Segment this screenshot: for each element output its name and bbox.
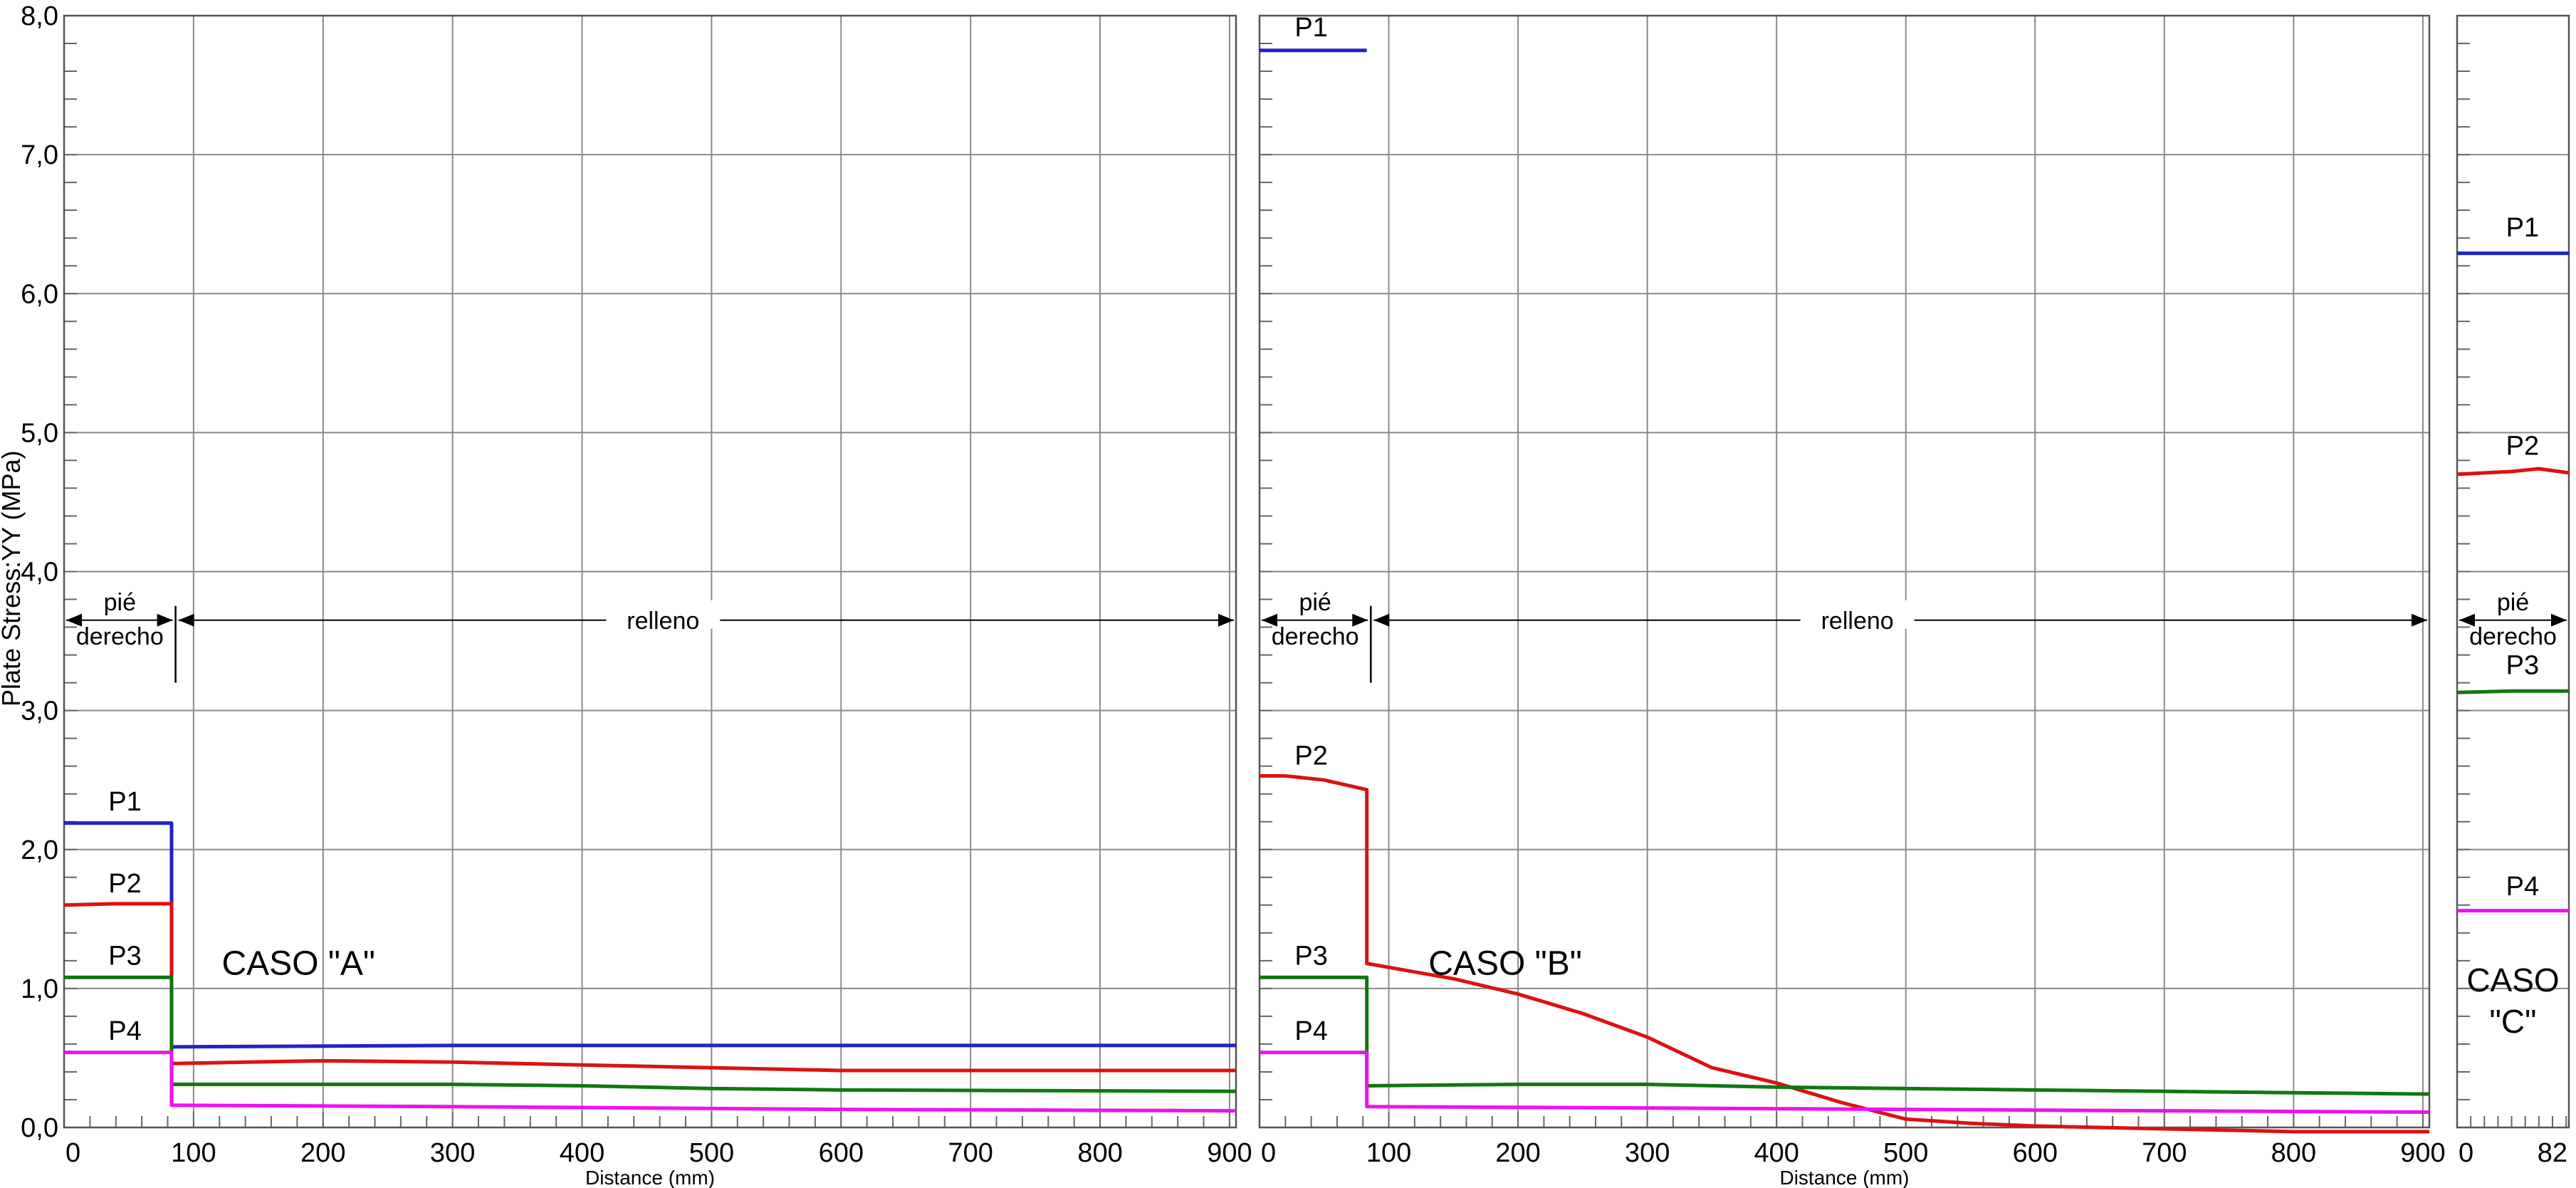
x-tick-label: 800 — [2271, 1138, 2316, 1168]
zone-left-label-line1: pié — [104, 589, 136, 616]
zone-left-label-line2: derecho — [76, 623, 164, 650]
x-tick-label: 900 — [2400, 1138, 2445, 1168]
x-tick-label: 100 — [171, 1138, 216, 1168]
series-p2-line — [63, 902, 1236, 1073]
panel-B-frame — [1258, 14, 2431, 1129]
zone-right-label: relleno — [1821, 608, 1894, 635]
series-label-p3: P3 — [108, 942, 141, 971]
y-tick-label: 5,0 — [21, 418, 58, 448]
arrowhead-left — [66, 613, 82, 627]
series-p4-line — [64, 1051, 1237, 1113]
zone-right-label: relleno — [627, 608, 699, 635]
zone-left-label-line1: pié — [2497, 589, 2529, 616]
y-tick-label: 7,0 — [21, 140, 58, 170]
series-p3-line — [1260, 975, 2430, 1096]
x-tick-label: 0 — [1261, 1138, 1276, 1168]
x-axis-label: Distance (mm) — [585, 1167, 715, 1188]
x-tick-label: 800 — [1077, 1138, 1122, 1168]
series-label-p1: P1 — [108, 787, 141, 817]
arrowhead-left — [1373, 613, 1390, 627]
arrowhead-right — [2551, 613, 2567, 627]
zone-left-label-line2: derecho — [1272, 623, 1359, 650]
x-tick-label: 500 — [689, 1138, 734, 1168]
panel-A-frame — [63, 14, 1237, 1129]
y-tick-label: 8,0 — [21, 1, 58, 31]
x-tick-label: 700 — [2142, 1138, 2187, 1168]
series-label-p1: P1 — [2506, 213, 2539, 243]
x-tick-label: 0 — [2459, 1138, 2473, 1168]
case-label-line1: CASO — [2466, 962, 2559, 999]
series-label-p3: P3 — [1294, 942, 1327, 971]
x-tick-label: 900 — [1207, 1138, 1252, 1168]
x-tick-label: 300 — [1625, 1138, 1670, 1168]
series-label-p4: P4 — [1294, 1016, 1327, 1046]
zone-right-label-bg — [606, 600, 721, 629]
series-label-p3: P3 — [2506, 651, 2539, 681]
x-tick-label: 82 — [2538, 1138, 2567, 1168]
x-tick-label: 100 — [1366, 1138, 1411, 1168]
x-tick-label: 600 — [2013, 1138, 2058, 1168]
zone-right-label-bg — [1800, 600, 1915, 629]
series-p3-line — [64, 975, 1237, 1093]
arrowhead-right — [2412, 613, 2427, 627]
arrowhead-right — [1218, 613, 1234, 627]
x-tick-label: 200 — [300, 1138, 345, 1168]
y-tick-label: 2,0 — [21, 835, 58, 865]
x-tick-label: 700 — [948, 1138, 993, 1168]
zone-left-label-line1: pié — [1299, 589, 1331, 616]
arrowhead-right — [157, 613, 173, 627]
case-label: CASO "A" — [221, 944, 375, 982]
x-tick-label: 200 — [1495, 1138, 1540, 1168]
y-tick-label: 6,0 — [21, 279, 58, 309]
x-tick-label: 500 — [1883, 1138, 1928, 1168]
y-tick-label: 3,0 — [21, 697, 58, 726]
arrowhead-right — [1352, 613, 1368, 627]
x-tick-label: 0 — [66, 1138, 80, 1168]
series-label-p1: P1 — [1294, 13, 1327, 43]
series-p2-line — [2456, 467, 2570, 476]
x-tick-label: 300 — [430, 1138, 475, 1168]
y-tick-label: 0,0 — [21, 1113, 58, 1143]
y-tick-label: 1,0 — [21, 974, 58, 1004]
x-tick-label: 600 — [819, 1138, 864, 1168]
arrowhead-left — [178, 613, 194, 627]
series-p3-line — [2456, 689, 2569, 694]
series-label-p4: P4 — [2506, 872, 2539, 902]
series-label-p2: P2 — [1294, 741, 1327, 771]
case-label-line2: "C" — [2490, 1003, 2537, 1040]
y-tick-label: 4,0 — [21, 558, 58, 588]
series-label-p2: P2 — [108, 869, 141, 899]
case-label: CASO "B" — [1428, 944, 1581, 982]
arrowhead-left — [2459, 613, 2475, 627]
x-tick-label: 400 — [560, 1138, 604, 1168]
x-tick-label: 400 — [1754, 1138, 1799, 1168]
series-p1-line — [64, 821, 1236, 1049]
series-p2-line — [1260, 773, 2429, 1134]
arrowhead-left — [1262, 613, 1277, 627]
series-label-p2: P2 — [2506, 431, 2539, 461]
series-label-p4: P4 — [108, 1016, 141, 1046]
y-axis-label: Plate Stress:YY (MPa) — [0, 451, 26, 707]
x-axis-label: Distance (mm) — [1779, 1167, 1909, 1188]
panel-C-frame — [2456, 14, 2570, 1129]
series-p4-line — [1260, 1051, 2430, 1115]
zone-left-label-line2: derecho — [2469, 623, 2557, 650]
